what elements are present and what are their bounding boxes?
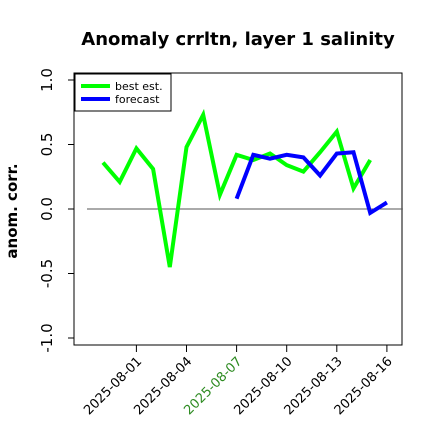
series-line-best-est: [101, 108, 372, 268]
legend-box: [74, 73, 172, 112]
y-axis: -1.0 -0.5 0.0 0.5 1.0: [38, 68, 74, 353]
y-tick-label: -1.0: [38, 323, 56, 352]
y-tick-label: 0.5: [38, 133, 56, 157]
legend-label-forecast: forecast: [115, 93, 160, 106]
x-axis: 2025-08-012025-08-042025-08-072025-08-10…: [81, 345, 396, 418]
y-axis-label: anom. corr.: [3, 163, 21, 258]
y-tick-label: -0.5: [38, 259, 56, 288]
y-tick-label: 0.0: [38, 197, 56, 221]
legend: best est. forecast: [74, 73, 172, 112]
series-layer: [101, 108, 388, 268]
legend-label-best-est: best est.: [115, 80, 163, 93]
series-line-forecast: [234, 150, 388, 217]
y-tick-label: 1.0: [38, 68, 56, 92]
chart-title: Anomaly crrltn, layer 1 salinity: [81, 29, 395, 50]
